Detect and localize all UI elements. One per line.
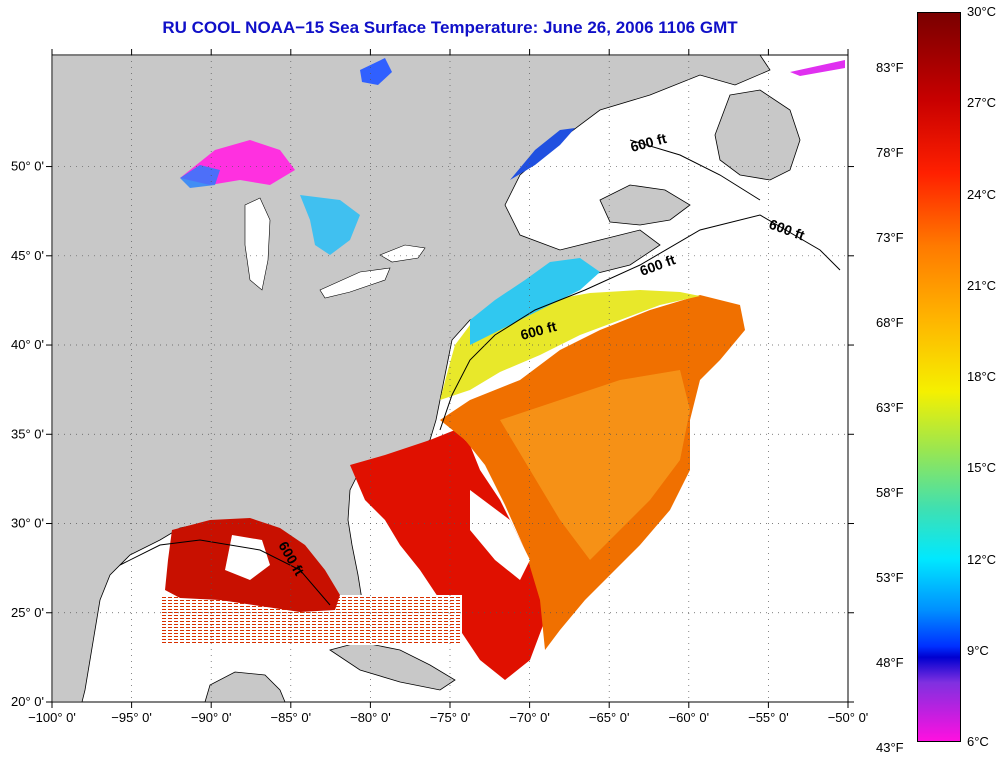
isobath-gulf bbox=[119, 539, 331, 606]
lat-tick-label: 25° 0' bbox=[11, 605, 44, 620]
lon-tick-label: −50° 0' bbox=[828, 710, 869, 725]
map-title: RU COOL NOAA−15 Sea Surface Temperature:… bbox=[162, 18, 738, 37]
colorbar-fahrenheit-label: 78°F bbox=[876, 145, 904, 160]
colorbar-fahrenheit-label: 63°F bbox=[876, 400, 904, 415]
lon-tick-label: −100° 0' bbox=[28, 710, 76, 725]
lon-tick-label: −60° 0' bbox=[669, 710, 710, 725]
colorbar-celsius-label: 30°C bbox=[967, 4, 997, 19]
lon-tick-label: −55° 0' bbox=[748, 710, 789, 725]
sst-gulfstream-red bbox=[350, 430, 545, 680]
isobath-600ft bbox=[439, 139, 841, 431]
land-newfoundland bbox=[714, 89, 801, 181]
colorbar-celsius-label: 15°C bbox=[967, 460, 997, 476]
colorbar-fahrenheit-label: 83°F bbox=[876, 60, 904, 75]
sst-lake-michigan bbox=[244, 197, 271, 291]
colorbar-celsius-label: 27°C bbox=[967, 95, 997, 111]
sst-lake-superior-blue bbox=[180, 165, 220, 188]
sst-lake-huron bbox=[300, 195, 360, 255]
sst-north-pink bbox=[790, 60, 845, 76]
lon-tick-label: −75° 0' bbox=[430, 710, 471, 725]
grid-lines bbox=[52, 55, 848, 702]
land-yucatan bbox=[204, 671, 286, 703]
lon-tick-label: −85° 0' bbox=[271, 710, 312, 725]
sst-lake-ontario bbox=[379, 244, 426, 263]
lon-tick-label: −70° 0' bbox=[509, 710, 550, 725]
colorbar-fahrenheit-label: 43°F bbox=[876, 740, 904, 755]
colorbar-fahrenheit-label: 48°F bbox=[876, 655, 904, 670]
colorbar-celsius-label: 24°C bbox=[967, 186, 997, 202]
lon-tick-label: −95° 0' bbox=[111, 710, 152, 725]
sst-shelf-cyan bbox=[470, 258, 600, 345]
sst-clear-patch bbox=[470, 490, 530, 580]
colorbar-celsius-label: 18°C bbox=[967, 369, 997, 384]
lat-tick-label: 50° 0' bbox=[11, 159, 44, 174]
lon-tick-label: −90° 0' bbox=[191, 710, 232, 725]
land-nova-scotia bbox=[599, 184, 691, 226]
colorbar-fahrenheit-label: 53°F bbox=[876, 570, 904, 585]
colorbar-fahrenheit-label: 68°F bbox=[876, 315, 904, 330]
colorbar-celsius-label: 6°C bbox=[967, 734, 989, 749]
colorbar-fahrenheit-label: 73°F bbox=[876, 230, 904, 245]
sst-stlawrence-blue bbox=[510, 128, 575, 180]
lon-tick-label: −80° 0' bbox=[350, 710, 391, 725]
lat-tick-label: 30° 0' bbox=[11, 516, 44, 531]
sst-offshore-light bbox=[500, 370, 690, 560]
sst-lake-erie bbox=[319, 267, 391, 299]
lon-tick-label: −65° 0' bbox=[589, 710, 630, 725]
lat-tick-label: 45° 0' bbox=[11, 248, 44, 263]
colorbar-celsius-label: 21°C bbox=[967, 277, 997, 293]
colorbar-celsius-label: 12°C bbox=[967, 551, 997, 567]
colorbar-fahrenheit-label: 58°F bbox=[876, 485, 904, 500]
tick-marks bbox=[46, 49, 854, 708]
temperature-colorbar bbox=[917, 12, 961, 742]
lat-tick-label: 35° 0' bbox=[11, 426, 44, 441]
lat-tick-label: 40° 0' bbox=[11, 337, 44, 352]
sst-hudson-blue bbox=[360, 58, 392, 85]
colorbar-celsius-label: 9°C bbox=[967, 642, 989, 658]
axis-labels: −100° 0' −95° 0' −90° 0' −85° 0' −80° 0' −75°… bbox=[11, 159, 868, 725]
lat-tick-label: 20° 0' bbox=[11, 694, 44, 709]
